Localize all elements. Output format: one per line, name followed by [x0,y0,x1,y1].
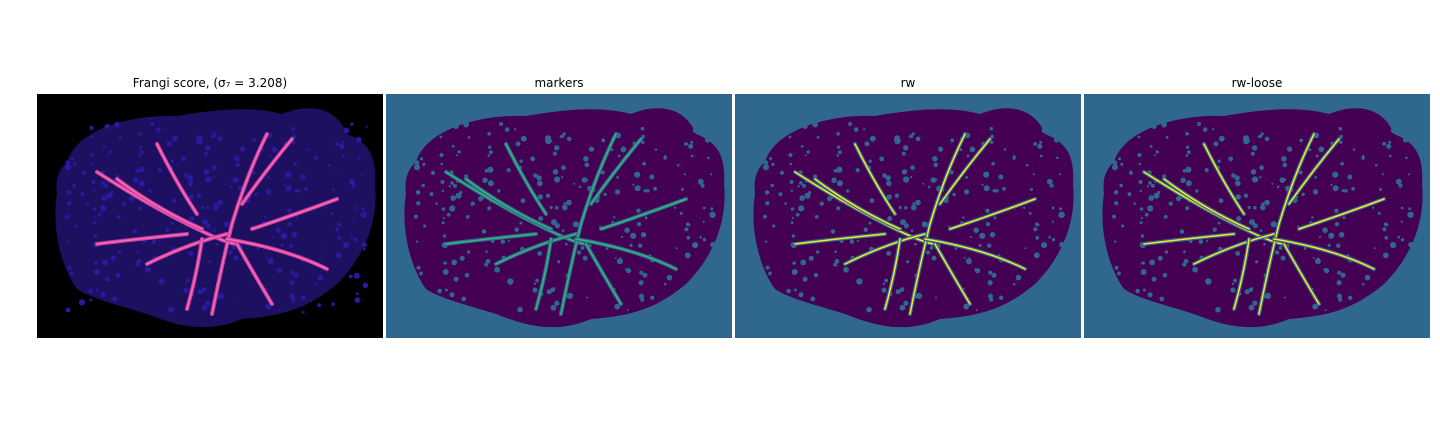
panel-title-frangi: Frangi score, (σ₇ = 3.208) [132,76,288,90]
tissue-texture [762,121,1067,314]
panel-image-svg [37,94,383,338]
markers-image [386,94,732,338]
panel-title-rw-loose: rw-loose [1231,76,1283,90]
panel-title-markers: markers [534,76,584,90]
panel-image-svg [1084,94,1430,338]
vessel-network [1142,132,1386,316]
panel-title-rw: rw [900,76,916,90]
rw-image [735,94,1081,338]
vessel-network [793,132,1037,316]
frangi-score-image [37,94,383,338]
rw-loose-image [1084,94,1430,338]
vessel-network [444,132,688,316]
panel-image-svg [386,94,732,338]
vessel-network [95,132,339,316]
panel-image-svg [735,94,1081,338]
